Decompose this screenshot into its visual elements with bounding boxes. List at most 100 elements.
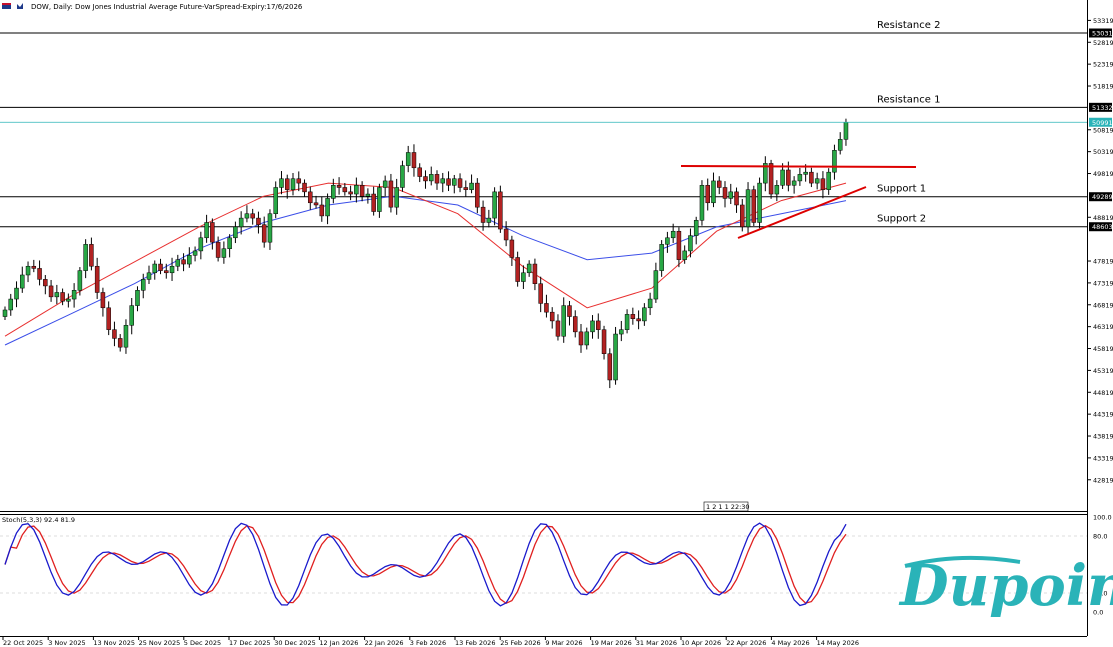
date-axis: 22 Oct 2025 3 Nov 2025 13 Nov 2025 25 Nov 2… (2, 636, 859, 647)
y-tick-label: 47819 (1093, 258, 1113, 266)
candle (250, 208, 255, 225)
y-tick-label: 45319 (1093, 367, 1113, 375)
stoch-label: Stoch(5,3,3) 92.4 81.9 (2, 516, 75, 524)
candle (486, 209, 492, 228)
svg-text:Dupoin: Dupoin (898, 553, 1113, 619)
stoch-k-line (4, 522, 847, 607)
candle (336, 177, 342, 195)
candle (740, 199, 745, 232)
y-tick-label: 52819 (1093, 39, 1113, 47)
candle (256, 211, 261, 234)
candle (682, 245, 687, 264)
candle (509, 235, 515, 266)
y-tick-label: 51819 (1093, 83, 1113, 91)
candle (388, 173, 394, 213)
candle (221, 241, 227, 264)
candle (728, 183, 734, 205)
x-tick-label: 9 Mar 2026 (545, 639, 582, 647)
candle (382, 175, 388, 197)
candle (331, 178, 336, 204)
x-tick-label: 4 May 2026 (771, 639, 809, 647)
current-price-label: 50991 (1092, 119, 1113, 127)
candle (763, 156, 768, 192)
candle (780, 163, 785, 190)
candle (567, 300, 572, 326)
y-tick-label: 44819 (1093, 389, 1113, 397)
x-tick-label: 25 Feb 2026 (500, 639, 540, 647)
candle (359, 181, 365, 202)
candle (607, 348, 613, 389)
candle (60, 288, 65, 306)
x-tick-label: 19 Mar 2026 (591, 639, 632, 647)
candle (267, 209, 273, 250)
candle (722, 181, 728, 208)
candle (538, 276, 543, 313)
level-name: Support 1 (877, 184, 926, 195)
level-name: Support 2 (877, 214, 926, 225)
candle (233, 221, 238, 244)
candle (377, 183, 382, 218)
candle (705, 178, 710, 211)
candle (498, 185, 503, 233)
candle (25, 261, 31, 283)
rising-trend-line[interactable] (737, 186, 867, 239)
candle (624, 309, 630, 334)
candle (699, 180, 705, 226)
candle (532, 258, 538, 291)
candle (273, 181, 278, 219)
stoch-tick-label: 0.0 (1093, 609, 1103, 617)
candle (279, 171, 284, 195)
x-tick-label: 17 Dec 2025 (229, 639, 271, 647)
candle (734, 187, 739, 213)
x-tick-label: 3 Feb 2026 (410, 639, 446, 647)
candle (653, 262, 659, 303)
candle (561, 297, 566, 343)
candle (405, 145, 411, 173)
candle (809, 167, 814, 188)
candle (521, 265, 526, 289)
current-price-box (1089, 117, 1112, 127)
level-price-box (1089, 192, 1112, 202)
chart-type-icon[interactable] (17, 3, 23, 9)
candle (423, 170, 428, 189)
candle (642, 303, 647, 326)
x-tick-label: 13 Feb 2026 (455, 639, 495, 647)
level-price-label: 51332 (1092, 104, 1113, 112)
current-price: 50991 (0, 117, 1113, 127)
candle (693, 216, 699, 245)
candle (417, 163, 422, 183)
candle (619, 320, 624, 342)
candle (290, 173, 296, 196)
level-price-label: 49289 (1092, 193, 1113, 201)
candle (596, 313, 601, 339)
candle (140, 273, 146, 299)
candle (480, 200, 486, 231)
candle (8, 293, 14, 316)
candle (751, 185, 757, 226)
candle (584, 327, 590, 350)
candle (210, 218, 215, 250)
y-tick-label: 50319 (1093, 148, 1113, 156)
candle (526, 260, 532, 277)
candle (146, 265, 152, 284)
candle (400, 160, 405, 192)
candle (20, 266, 25, 293)
candle (394, 178, 399, 215)
candle (14, 281, 19, 308)
bar-countdown: 1 2 1 1 22:30 (706, 503, 750, 511)
candle (66, 293, 71, 308)
x-tick-label: 30 Dec 2025 (274, 639, 316, 647)
candle (129, 297, 134, 335)
moving-averages (4, 182, 847, 346)
stochastic-panel: 100.0 80.0 20.0 0.0 (0, 514, 1112, 617)
y-tick-label: 47319 (1093, 279, 1113, 287)
candle (313, 195, 319, 209)
horizontal-trend-line[interactable] (680, 165, 917, 168)
candle (37, 260, 42, 286)
candle (106, 301, 111, 336)
candle (325, 193, 330, 225)
x-tick-label: 22 Oct 2025 (3, 639, 43, 647)
candle (244, 205, 250, 223)
candle (676, 227, 682, 268)
level-price-box (1089, 222, 1112, 232)
